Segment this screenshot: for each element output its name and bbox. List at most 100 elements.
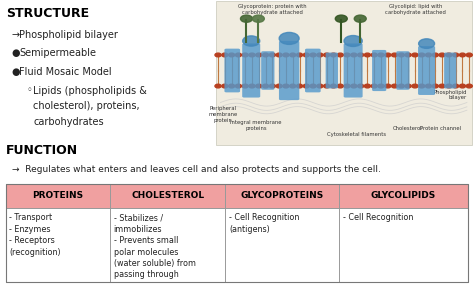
- Text: Cholesterol: Cholesterol: [393, 126, 422, 131]
- Circle shape: [330, 84, 337, 88]
- Text: →  Regulates what enters and leaves cell and also protects and supports the cell: → Regulates what enters and leaves cell …: [12, 165, 381, 174]
- Circle shape: [269, 84, 275, 88]
- Text: Lipids (phospholipids &: Lipids (phospholipids &: [33, 86, 147, 95]
- FancyBboxPatch shape: [396, 51, 410, 90]
- Circle shape: [365, 53, 371, 57]
- Circle shape: [337, 84, 343, 88]
- Circle shape: [240, 15, 253, 22]
- Text: Fluid Mosaic Model: Fluid Mosaic Model: [19, 67, 111, 77]
- Circle shape: [255, 84, 262, 88]
- Text: CHOLESTEROL: CHOLESTEROL: [131, 192, 204, 200]
- Circle shape: [351, 53, 357, 57]
- Text: - Transport
- Enzymes
- Receptors
(recognition): - Transport - Enzymes - Receptors (recog…: [9, 213, 61, 256]
- Circle shape: [446, 53, 452, 57]
- Text: Glycoprotein: protein with
carbohydrate attached: Glycoprotein: protein with carbohydrate …: [237, 4, 306, 15]
- Circle shape: [439, 84, 445, 88]
- Text: PROTEINS: PROTEINS: [32, 192, 83, 200]
- FancyBboxPatch shape: [305, 49, 321, 92]
- Circle shape: [222, 84, 228, 88]
- Circle shape: [419, 84, 425, 88]
- FancyBboxPatch shape: [261, 51, 274, 90]
- Text: carbohydrates: carbohydrates: [33, 117, 104, 127]
- Circle shape: [263, 53, 269, 57]
- Circle shape: [236, 84, 241, 88]
- FancyBboxPatch shape: [418, 46, 435, 95]
- Circle shape: [351, 84, 357, 88]
- Circle shape: [412, 84, 418, 88]
- Circle shape: [337, 53, 343, 57]
- Circle shape: [385, 53, 391, 57]
- Circle shape: [283, 53, 289, 57]
- Circle shape: [439, 53, 445, 57]
- Circle shape: [432, 53, 438, 57]
- Text: GLYCOPROTEINS: GLYCOPROTEINS: [240, 192, 324, 200]
- Circle shape: [310, 84, 316, 88]
- Text: →: →: [12, 30, 20, 40]
- Circle shape: [446, 84, 452, 88]
- Circle shape: [357, 53, 364, 57]
- FancyBboxPatch shape: [6, 184, 110, 208]
- Circle shape: [344, 84, 350, 88]
- Text: Glycolipid: lipid with
carbohydrate attached: Glycolipid: lipid with carbohydrate atta…: [385, 4, 446, 15]
- FancyBboxPatch shape: [279, 41, 300, 100]
- Circle shape: [242, 53, 248, 57]
- Circle shape: [317, 53, 323, 57]
- Circle shape: [392, 84, 398, 88]
- Circle shape: [354, 15, 366, 22]
- FancyBboxPatch shape: [444, 52, 456, 88]
- Circle shape: [371, 53, 377, 57]
- FancyBboxPatch shape: [339, 184, 468, 208]
- FancyBboxPatch shape: [242, 44, 260, 97]
- FancyBboxPatch shape: [344, 44, 363, 97]
- Circle shape: [344, 36, 362, 46]
- Circle shape: [392, 53, 398, 57]
- Circle shape: [378, 53, 384, 57]
- Circle shape: [279, 32, 299, 44]
- Circle shape: [228, 84, 235, 88]
- Circle shape: [236, 53, 241, 57]
- Text: - Stabilizes /
immobilizes
- Prevents small
polar molecules
(water soluble) from: - Stabilizes / immobilizes - Prevents sm…: [114, 213, 196, 279]
- Circle shape: [283, 84, 289, 88]
- Circle shape: [263, 84, 269, 88]
- Circle shape: [215, 53, 221, 57]
- Text: ◦: ◦: [26, 86, 32, 95]
- Text: GLYCOLIPIDS: GLYCOLIPIDS: [371, 192, 436, 200]
- Text: Peripheral
membrane
protein: Peripheral membrane protein: [208, 106, 237, 123]
- Circle shape: [453, 53, 459, 57]
- FancyBboxPatch shape: [110, 184, 226, 208]
- Circle shape: [303, 84, 310, 88]
- Text: cholesterol), proteins,: cholesterol), proteins,: [33, 101, 140, 111]
- Circle shape: [365, 84, 371, 88]
- Circle shape: [242, 84, 248, 88]
- Circle shape: [405, 53, 411, 57]
- Circle shape: [290, 84, 296, 88]
- Text: Cytoskeletal filaments: Cytoskeletal filaments: [327, 132, 386, 137]
- FancyBboxPatch shape: [6, 208, 468, 282]
- Circle shape: [378, 84, 384, 88]
- Circle shape: [405, 84, 411, 88]
- Circle shape: [324, 53, 330, 57]
- Circle shape: [335, 15, 347, 22]
- Circle shape: [466, 53, 472, 57]
- Circle shape: [357, 84, 364, 88]
- Text: Integral membrane
proteins: Integral membrane proteins: [230, 120, 282, 131]
- Circle shape: [317, 84, 323, 88]
- Circle shape: [276, 84, 282, 88]
- Text: - Cell Recognition
(antigens): - Cell Recognition (antigens): [229, 213, 300, 234]
- Circle shape: [252, 15, 264, 22]
- Circle shape: [419, 53, 425, 57]
- FancyBboxPatch shape: [216, 1, 472, 145]
- Circle shape: [228, 53, 235, 57]
- Circle shape: [459, 84, 465, 88]
- FancyBboxPatch shape: [326, 52, 338, 88]
- Text: STRUCTURE: STRUCTURE: [6, 7, 89, 20]
- Circle shape: [432, 84, 438, 88]
- Text: Semipermeable: Semipermeable: [19, 48, 96, 58]
- Circle shape: [412, 53, 418, 57]
- Circle shape: [398, 53, 404, 57]
- Circle shape: [310, 53, 316, 57]
- Circle shape: [426, 84, 432, 88]
- FancyBboxPatch shape: [372, 50, 386, 91]
- Text: ●: ●: [12, 48, 20, 58]
- Circle shape: [215, 84, 221, 88]
